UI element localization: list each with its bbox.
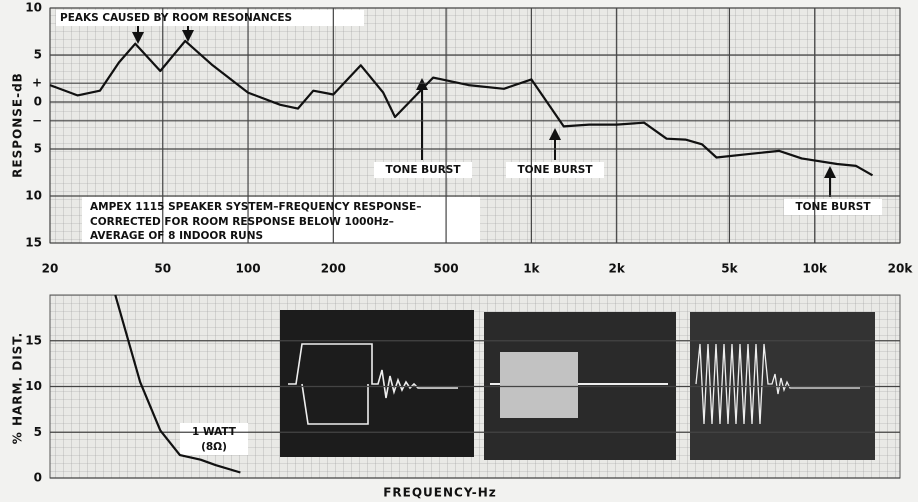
x-tick-label: 10k	[802, 262, 828, 276]
label-box	[56, 10, 364, 26]
y-tick-label: 10	[25, 1, 42, 15]
label-box	[82, 197, 480, 243]
annotation: 1 WATT	[192, 426, 237, 438]
annotation: TONE BURST	[517, 164, 593, 176]
annotation: PEAKS CAUSED BY ROOM RESONANCES	[60, 12, 292, 24]
x-tick-label: 1k	[523, 262, 540, 276]
data-line	[49, 39, 874, 177]
y-tick-label: −	[32, 113, 42, 127]
y-axis-title: % HARM. DIST.	[11, 332, 25, 444]
y-tick-label: 10	[25, 189, 42, 203]
y-tick-label: +	[32, 76, 42, 90]
y-tick-label: 0	[34, 95, 42, 109]
annotation: CORRECTED FOR ROOM RESPONSE BELOW 1000Hz…	[90, 216, 394, 228]
annotation: TONE BURST	[385, 164, 461, 176]
y-tick-label: 0	[34, 471, 42, 485]
annotation: AVERAGE OF 8 INDOOR RUNS	[90, 230, 263, 242]
label-box	[784, 199, 882, 215]
oscillograph-photo	[280, 310, 474, 457]
annotation: TONE BURST	[795, 201, 871, 213]
x-tick-label: 500	[434, 262, 459, 276]
y-tick-label: 15	[25, 333, 42, 347]
data-line	[114, 294, 241, 474]
y-tick-label: 5	[34, 425, 42, 439]
x-tick-label: 20k	[888, 262, 914, 276]
label-box	[506, 162, 604, 178]
label-box	[180, 423, 248, 455]
y-axis-title: RESPONSE-dB	[11, 72, 25, 178]
x-tick-label: 100	[236, 262, 261, 276]
y-tick-label: 5	[34, 142, 42, 156]
annotation: (8Ω)	[201, 441, 227, 453]
annotation: AMPEX 1115 SPEAKER SYSTEM–FREQUENCY RESP…	[90, 201, 421, 213]
label-box	[374, 162, 472, 178]
x-tick-label: 5k	[721, 262, 738, 276]
x-tick-label: 50	[154, 262, 171, 276]
y-tick-label: 5	[34, 48, 42, 62]
x-tick-label: 2k	[608, 262, 625, 276]
y-tick-label: 15	[25, 236, 42, 250]
x-axis-title: FREQUENCY-Hz	[383, 486, 497, 500]
y-tick-label: 10	[25, 379, 42, 393]
x-tick-label: 200	[321, 262, 346, 276]
x-tick-label: 20	[42, 262, 59, 276]
